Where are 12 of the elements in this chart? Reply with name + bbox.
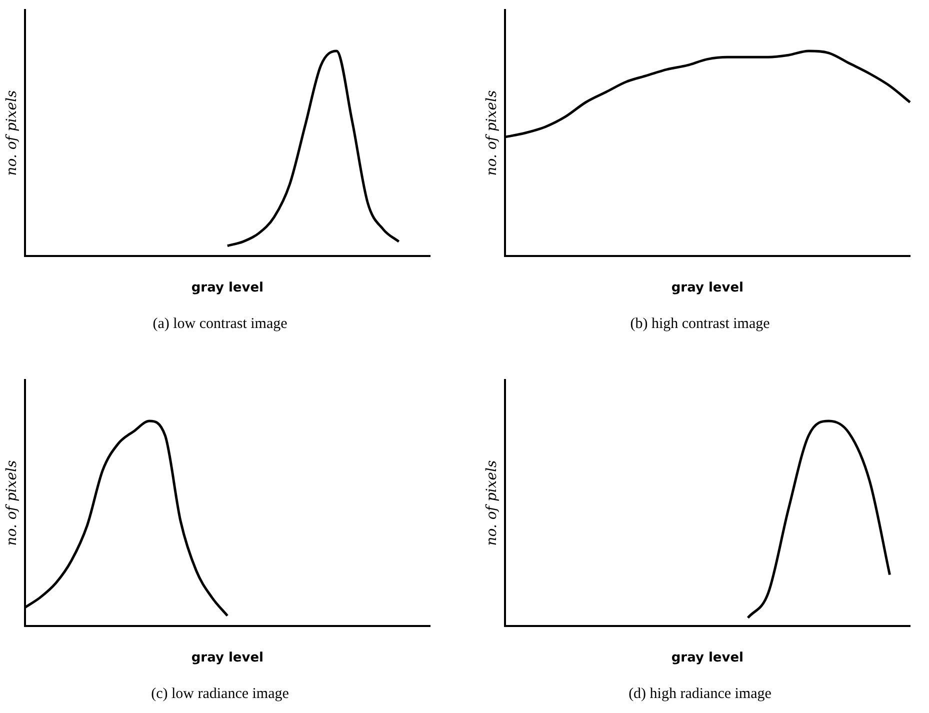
x-axis-title: gray level [671,280,744,296]
text: (c) low radiance image [150,686,290,703]
y-axis-title: no. of pixels [484,460,500,546]
x-axis-title: gray level [191,280,264,296]
x-axis-title: gray level [671,650,744,666]
text: (b) high contrast image [629,316,771,333]
y-axis-title: no. of pixels [4,460,20,546]
y-axis-title: no. of pixels [484,90,500,176]
x-axis-title: gray level [191,650,264,666]
text: (a) low contrast image [152,316,288,333]
y-axis-title: no. of pixels [4,90,20,176]
text: (d) high radiance image [628,686,772,703]
